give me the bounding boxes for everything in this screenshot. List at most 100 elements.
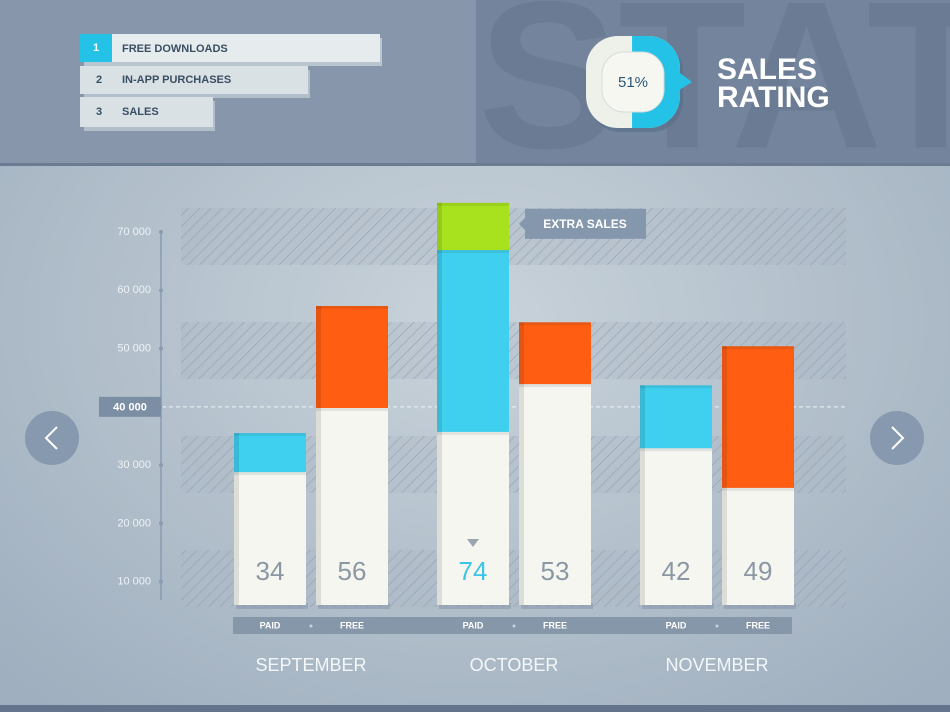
x-tick-label: FREE (543, 620, 567, 630)
bar-edge (640, 385, 712, 389)
menu-number: 1 (93, 42, 99, 54)
next-button[interactable] (870, 411, 924, 465)
strip-dot (715, 624, 719, 628)
bar-label: 42 (662, 556, 691, 586)
bar-edge (722, 487, 794, 491)
menu-item[interactable] (80, 66, 308, 94)
x-tick-label: FREE (340, 620, 364, 630)
bar-segment (519, 322, 591, 385)
y-tick (159, 346, 163, 351)
bar-edge (437, 202, 509, 206)
annotation-pointer (519, 217, 525, 230)
bar-side (519, 322, 524, 385)
menu-label: FREE DOWNLOADS (122, 43, 228, 55)
reference-label-box (99, 396, 161, 417)
y-tick (159, 521, 163, 526)
menu-label: SALES (122, 106, 159, 118)
gauge-tail (676, 70, 692, 92)
bar-side (316, 305, 321, 408)
gauge-center (601, 51, 665, 113)
bar-segment (316, 407, 388, 605)
bar-shadow (318, 603, 390, 609)
bar-side (234, 433, 239, 473)
bar-edge (234, 472, 306, 476)
bar-shadow (521, 603, 593, 609)
group-label: NOVEMBER (665, 655, 768, 675)
y-tick (159, 229, 163, 234)
chart: 10 000 20 000 30 000 50 000 60 000 70 000 40 0… (99, 202, 846, 675)
y-tick-label: 10 000 (117, 576, 151, 588)
menu-item[interactable] (80, 34, 380, 62)
bar-side (640, 448, 645, 605)
bar-shadow (724, 603, 796, 609)
bar-side (519, 384, 524, 605)
bar-segment (519, 384, 591, 605)
bar-segment (722, 346, 794, 488)
bar-edge (519, 322, 591, 326)
panel-edge (0, 163, 950, 166)
bar-shadow (236, 603, 308, 609)
bar-segment (437, 250, 509, 432)
bar-shadow (642, 603, 714, 609)
menu-number-box (80, 34, 112, 62)
bar-segment (234, 433, 306, 473)
bar-segment (316, 305, 388, 408)
bar-side (437, 431, 442, 605)
strip-dot (512, 624, 516, 628)
bar-label: 34 (256, 556, 285, 586)
watermark: STAT (478, 0, 950, 192)
y-tick-label: 50 000 (117, 342, 151, 354)
y-tick (159, 288, 163, 293)
group-label: OCTOBER (470, 655, 559, 675)
bar-edge (437, 250, 509, 254)
annotation-box (525, 208, 646, 239)
bar-edge (316, 305, 388, 309)
bar-edge (722, 346, 794, 350)
bar-segment (437, 202, 509, 251)
menu-label: IN-APP PURCHASES (122, 74, 231, 86)
bar-segment (437, 431, 509, 605)
bar-label: 49 (744, 556, 773, 586)
bar-marker (467, 539, 479, 547)
menu-number: 3 (96, 106, 102, 118)
annotation: EXTRA SALES (543, 217, 627, 231)
x-tick-label: FREE (746, 620, 770, 630)
menu-item[interactable] (80, 97, 213, 127)
y-tick-label: 20 000 (117, 517, 151, 529)
x-tick-label: PAID (666, 620, 687, 630)
bar-edge (234, 433, 306, 437)
bar-label: 74 (459, 556, 488, 586)
y-tick (159, 579, 163, 584)
bar-side (316, 407, 321, 605)
rating-title: SALES (717, 53, 817, 86)
gauge-label: 51% (618, 74, 648, 91)
bar-side (437, 202, 442, 251)
bar-segment (722, 487, 794, 605)
y-tick-label: 70 000 (117, 226, 151, 238)
rating-title: RATING (717, 81, 830, 114)
rating-gauge: 51% (586, 36, 692, 132)
reference-label: 40 000 (113, 402, 147, 414)
bar-side (437, 250, 442, 432)
bottom-edge (0, 705, 950, 712)
group-label: SEPTEMBER (255, 655, 366, 675)
bar-edge (437, 431, 509, 435)
menu-number: 2 (96, 74, 102, 86)
y-tick-label: 30 000 (117, 459, 151, 471)
bar-side (234, 472, 239, 605)
y-tick (159, 463, 163, 468)
bar-side (640, 385, 645, 449)
band (181, 208, 846, 265)
bar-segment (234, 472, 306, 605)
prev-button[interactable] (25, 411, 79, 465)
bar-edge (316, 407, 388, 411)
bar-shadow (439, 603, 511, 609)
bar-segment (640, 385, 712, 449)
category-strip (233, 617, 792, 634)
bar-label: 53 (541, 556, 570, 586)
bar-segment (640, 448, 712, 605)
menu: 1 FREE DOWNLOADS 2 IN-APP PURCHASES 3 SA… (80, 34, 382, 131)
bar-side (722, 487, 727, 605)
